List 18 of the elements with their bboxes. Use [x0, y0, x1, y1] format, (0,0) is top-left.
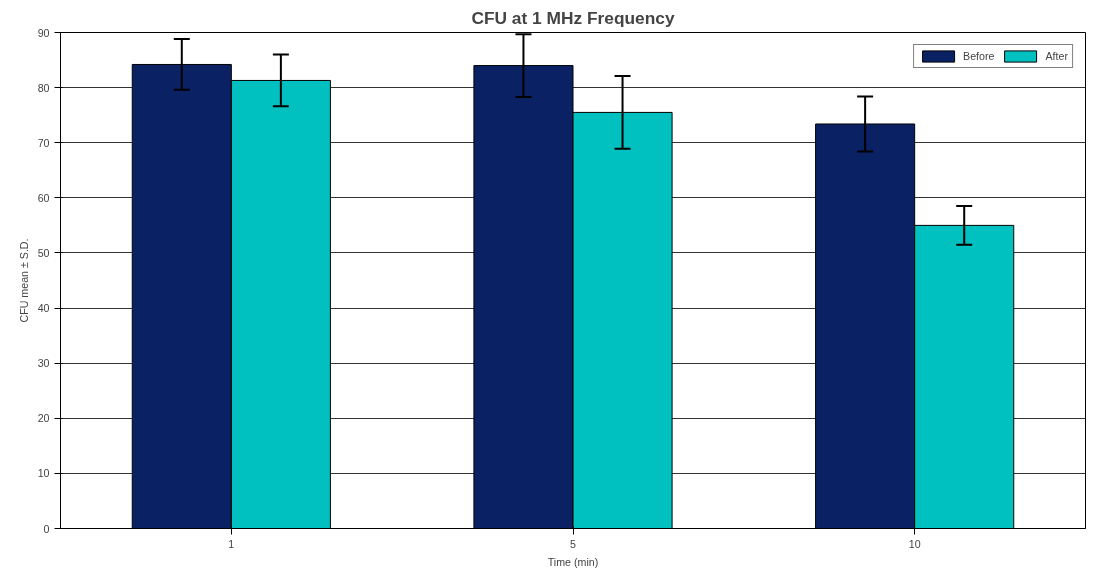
x-tick-label: 10	[908, 537, 921, 550]
x-tick-label: 1	[228, 537, 235, 550]
y-tick-label: 90	[37, 26, 50, 39]
y-tick-label: 40	[37, 302, 50, 315]
y-axis-title: CFU mean ± S.D.	[17, 238, 30, 323]
y-tick-label: 60	[37, 191, 50, 204]
y-tick-label: 50	[37, 246, 50, 259]
legend-label: After	[1045, 50, 1068, 62]
y-tick-label: 10	[37, 467, 50, 480]
y-tick-label: 0	[43, 522, 50, 535]
y-tick-label: 70	[37, 136, 50, 149]
y-tick-label: 30	[37, 357, 50, 370]
x-tick-label: 5	[570, 537, 577, 550]
y-tick-label: 20	[37, 412, 50, 425]
legend-label: Before	[963, 50, 995, 62]
chart-title: CFU at 1 MHz Frequency	[471, 7, 675, 28]
y-tick-label: 80	[37, 81, 50, 94]
x-axis-title: Time (min)	[547, 555, 599, 568]
